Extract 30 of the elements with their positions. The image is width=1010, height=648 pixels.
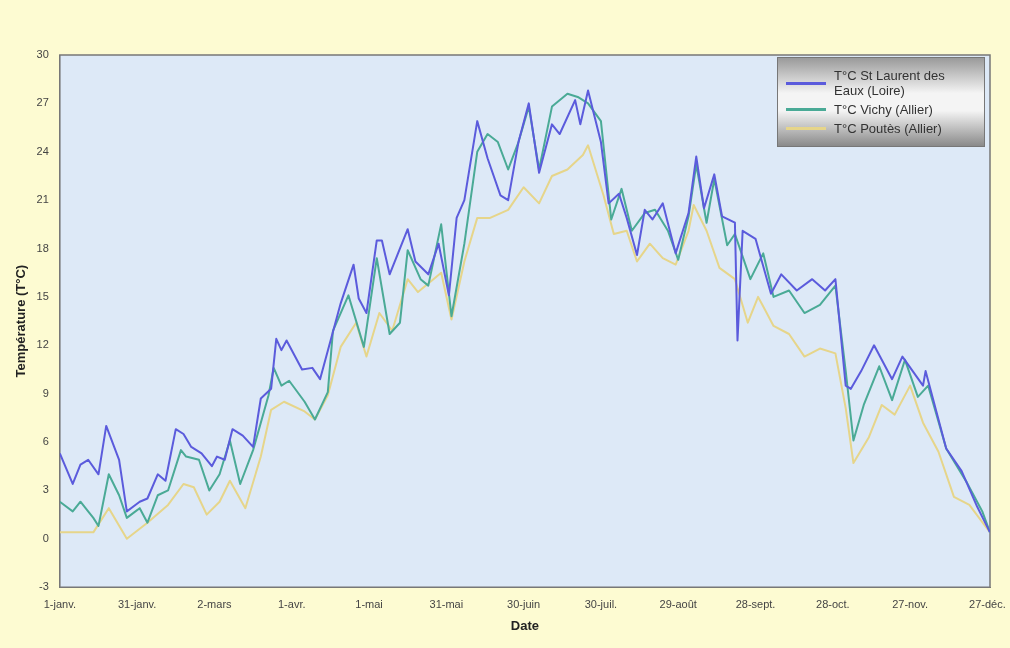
y-tick-label: 30 bbox=[36, 48, 49, 61]
x-axis-title: Date bbox=[510, 617, 540, 633]
x-tick-label: 1-janv. bbox=[43, 597, 76, 610]
x-tick-label: 1-mai bbox=[355, 597, 383, 610]
x-tick-label: 31-janv. bbox=[117, 597, 157, 610]
x-tick-label: 31-mai bbox=[429, 597, 464, 610]
legend-label: T°C Poutès (Allier) bbox=[834, 121, 942, 136]
x-tick-label: 30-juin bbox=[507, 597, 541, 610]
y-tick-label: 27 bbox=[36, 96, 49, 109]
y-tick-label: 24 bbox=[36, 144, 49, 157]
y-tick-label: 18 bbox=[36, 241, 49, 254]
y-tick-label: 6 bbox=[42, 435, 49, 448]
legend-label: T°C St Laurent des Eaux (Loire) bbox=[834, 68, 946, 98]
x-tick-label: 30-juil. bbox=[584, 597, 618, 610]
y-tick-label: 0 bbox=[42, 531, 49, 544]
x-tick-label: 28-oct. bbox=[816, 597, 850, 610]
x-tick-label: 27-déc. bbox=[969, 597, 1006, 610]
x-tick-label: 29-août bbox=[659, 597, 697, 610]
x-tick-label: 27-nov. bbox=[892, 597, 929, 610]
x-tick-label: 1-avr. bbox=[277, 597, 306, 610]
x-tick-label: 2-mars bbox=[197, 597, 233, 610]
legend-label: T°C Vichy (Allier) bbox=[834, 102, 933, 117]
y-tick-label: 3 bbox=[42, 483, 49, 496]
x-tick-label: 28-sept. bbox=[735, 597, 776, 610]
y-axis-title: Température (T°C) bbox=[13, 264, 29, 378]
y-tick-label: 21 bbox=[36, 193, 49, 206]
y-tick-label: 12 bbox=[36, 338, 49, 351]
y-tick-label: 15 bbox=[36, 289, 49, 302]
y-tick-label: 9 bbox=[42, 386, 49, 399]
y-tick-label: -3 bbox=[39, 580, 49, 593]
